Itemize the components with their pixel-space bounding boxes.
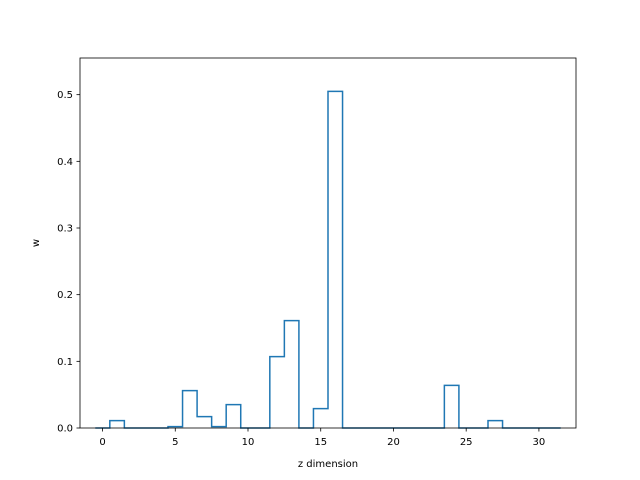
x-tick-label: 25 bbox=[460, 437, 473, 448]
x-tick-label: 20 bbox=[387, 437, 400, 448]
x-tick-label: 5 bbox=[172, 437, 178, 448]
x-tick-label: 0 bbox=[99, 437, 105, 448]
y-tick-label: 0.0 bbox=[57, 424, 73, 435]
y-tick-label: 0.5 bbox=[57, 90, 73, 101]
y-tick-label: 0.4 bbox=[57, 157, 73, 168]
x-tick-label: 10 bbox=[242, 437, 255, 448]
y-axis-label: w bbox=[31, 239, 42, 247]
axes-frame bbox=[79, 57, 577, 429]
x-ticks: 0 5 10 15 20 25 30 bbox=[99, 428, 545, 448]
y-ticks: 0.0 0.1 0.2 0.3 0.4 0.5 bbox=[57, 90, 80, 435]
y-tick-label: 0.2 bbox=[57, 290, 73, 301]
x-axis-label: z dimension bbox=[298, 459, 358, 470]
x-tick-label: 15 bbox=[314, 437, 327, 448]
x-tick-label: 30 bbox=[533, 437, 546, 448]
y-tick-label: 0.3 bbox=[57, 224, 73, 235]
y-tick-label: 0.1 bbox=[57, 357, 73, 368]
